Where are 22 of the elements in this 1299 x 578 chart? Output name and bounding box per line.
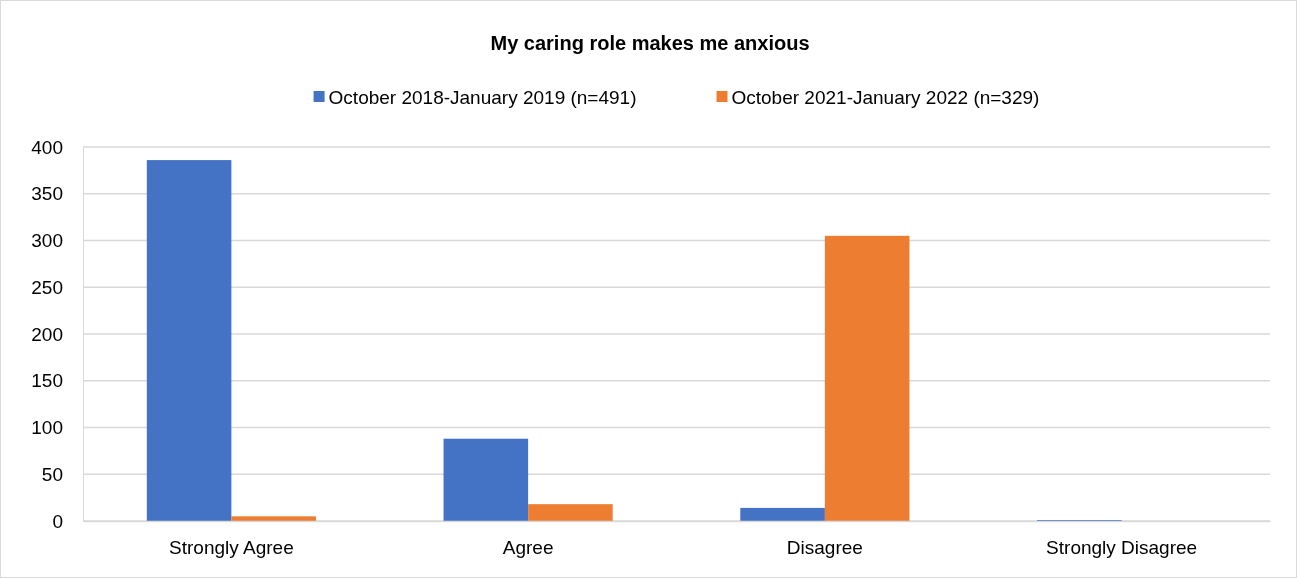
bar	[231, 516, 316, 521]
bar	[824, 235, 910, 521]
y-tick-label: 350	[31, 183, 63, 205]
y-tick-label: 0	[52, 510, 63, 532]
y-tick-label: 300	[31, 230, 63, 252]
bar	[528, 504, 613, 521]
y-tick-label: 100	[31, 417, 63, 439]
legend-label: October 2018-January 2019 (n=491)	[328, 86, 637, 108]
y-tick-label: 50	[41, 463, 63, 485]
y-tick-label: 400	[31, 136, 63, 158]
x-tick-label: Disagree	[786, 537, 863, 559]
y-tick-label: 150	[31, 370, 63, 392]
bar	[740, 507, 825, 521]
legend-label: October 2021-January 2022 (n=329)	[731, 86, 1040, 108]
chart-title: My caring role makes me anxious	[490, 32, 810, 54]
bar	[443, 438, 529, 521]
bar	[146, 160, 232, 521]
x-tick-label: Strongly Agree	[169, 537, 294, 559]
y-tick-label: 250	[31, 276, 63, 298]
y-tick-label: 200	[31, 323, 63, 345]
x-tick-label: Agree	[502, 537, 554, 559]
x-tick-label: Strongly Disagree	[1046, 537, 1198, 559]
